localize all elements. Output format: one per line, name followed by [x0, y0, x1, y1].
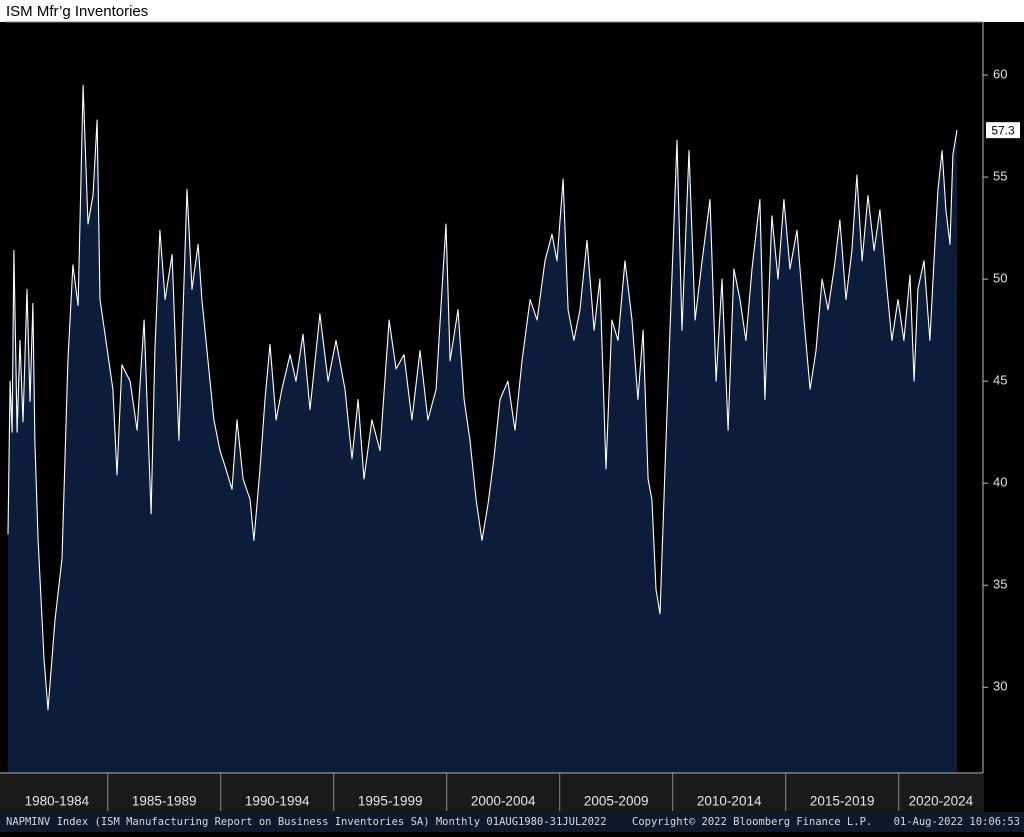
footer-timestamp: 01-Aug-2022 10:06:53: [894, 816, 1020, 828]
x-axis-band: [0, 774, 984, 812]
y-tick-label: 30: [993, 679, 1007, 694]
title-bar: [0, 0, 1024, 22]
y-tick-label: 35: [993, 577, 1007, 592]
series-line: [7, 84, 958, 711]
x-tick-label: 1985-1989: [132, 794, 197, 809]
x-tick-label: 1980-1984: [25, 794, 90, 809]
x-tick-label: 2000-2004: [471, 794, 536, 809]
last-value-box: [986, 122, 1020, 139]
footer-bar: [0, 812, 1024, 832]
y-tick-label: 40: [993, 475, 1007, 490]
y-tick-label: 60: [993, 66, 1007, 81]
y-tick-label: 50: [993, 271, 1007, 286]
area-fill: [8, 85, 957, 774]
x-tick-label: 2020-2024: [909, 794, 974, 809]
footer-source: NAPMINV Index (ISM Manufacturing Report …: [6, 816, 607, 828]
y-tick-label: 45: [993, 373, 1007, 388]
x-tick-label: 2005-2009: [584, 794, 649, 809]
x-tick-label: 2015-2019: [810, 794, 875, 809]
chart-title: ISM Mfr’g Inventories: [6, 3, 148, 20]
footer-copyright: Copyright© 2022 Bloomberg Finance L.P.: [632, 816, 872, 828]
x-tick-label: 2010-2014: [697, 794, 762, 809]
last-value-label: 57.3: [991, 123, 1015, 137]
x-tick-label: 1990-1994: [245, 794, 310, 809]
y-tick-label: 55: [993, 169, 1007, 184]
x-tick-label: 1995-1999: [358, 794, 423, 809]
